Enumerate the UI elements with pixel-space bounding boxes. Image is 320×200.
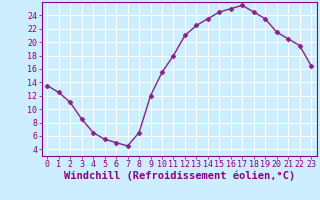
X-axis label: Windchill (Refroidissement éolien,°C): Windchill (Refroidissement éolien,°C): [64, 171, 295, 181]
